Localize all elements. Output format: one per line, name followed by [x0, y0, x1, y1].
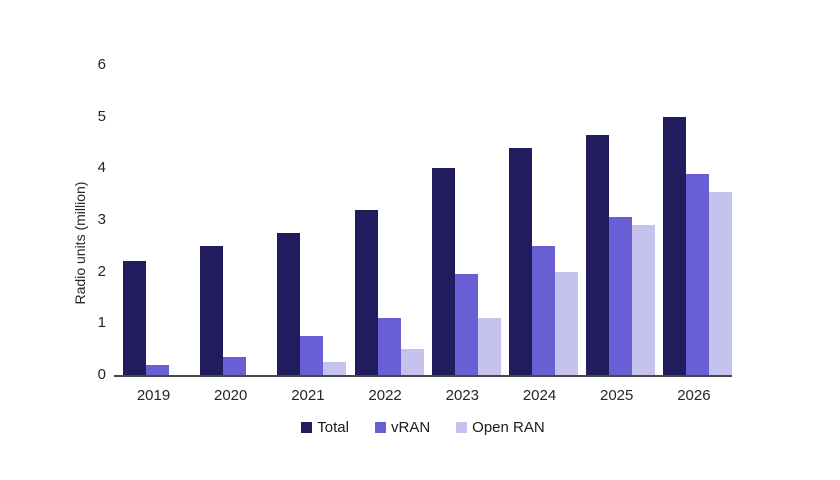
x-tick-label-2021: 2021 [291, 387, 325, 404]
legend-item-vran: vRAN [374, 419, 431, 436]
x-tick-label-2020: 2020 [214, 387, 248, 404]
bar-total-2023 [431, 168, 455, 375]
bar-open-ran-2025 [632, 225, 656, 375]
bar-vran-2021 [300, 336, 324, 375]
legend-swatch-icon [301, 422, 313, 433]
bar-vran-2019 [146, 364, 169, 375]
legend-label: vRAN [390, 419, 431, 436]
bar-total-2026 [663, 116, 687, 375]
legend: Total vRAN Open RAN [114, 419, 732, 436]
y-tick-label-1: 1 [97, 314, 106, 332]
bar-vran-2026 [686, 173, 710, 375]
bar-open-ran-2021 [323, 362, 347, 375]
bar-vran-2024 [532, 245, 555, 375]
bar-open-ran-2026 [709, 191, 733, 375]
bar-total-2022 [354, 209, 378, 375]
x-tick-label-2023: 2023 [445, 387, 479, 404]
bar-vran-2025 [609, 217, 633, 375]
bar-open-ran-2023 [477, 318, 501, 375]
y-axis-title: Radio units (million) [72, 181, 88, 305]
bar-total-2024 [509, 147, 532, 375]
bar-total-2020 [200, 245, 224, 375]
bar-vran-2023 [454, 274, 478, 375]
x-tick-label-2024: 2024 [522, 387, 557, 404]
x-tick-label-2022: 2022 [368, 387, 402, 404]
plot-area [114, 65, 733, 377]
bar-vran-2020 [223, 356, 247, 375]
bar-open-ran-2022 [400, 349, 424, 375]
x-tick-label-2019: 2019 [136, 387, 171, 404]
legend-item-open-ran: Open RAN [456, 419, 545, 436]
bar-total-2019 [123, 261, 146, 375]
x-tick-label-2026: 2026 [677, 387, 711, 404]
bar-total-2025 [586, 134, 610, 375]
y-tick-label-5: 5 [97, 107, 106, 125]
y-tick-label-6: 6 [97, 56, 106, 73]
y-tick-label-4: 4 [97, 159, 106, 177]
y-tick-label-3: 3 [97, 211, 106, 228]
bar-open-ran-2024 [555, 271, 578, 375]
bar-vran-2022 [377, 318, 401, 375]
legend-swatch-icon [374, 422, 386, 433]
legend-item-total: Total [301, 419, 349, 436]
bar-total-2021 [277, 232, 301, 375]
x-tick-label-2025: 2025 [600, 387, 634, 404]
legend-label: Total [317, 419, 349, 436]
y-tick-label-0: 0 [97, 366, 106, 383]
legend-label: Open RAN [472, 419, 545, 436]
y-tick-label-2: 2 [97, 262, 106, 280]
legend-swatch-icon [456, 422, 468, 433]
